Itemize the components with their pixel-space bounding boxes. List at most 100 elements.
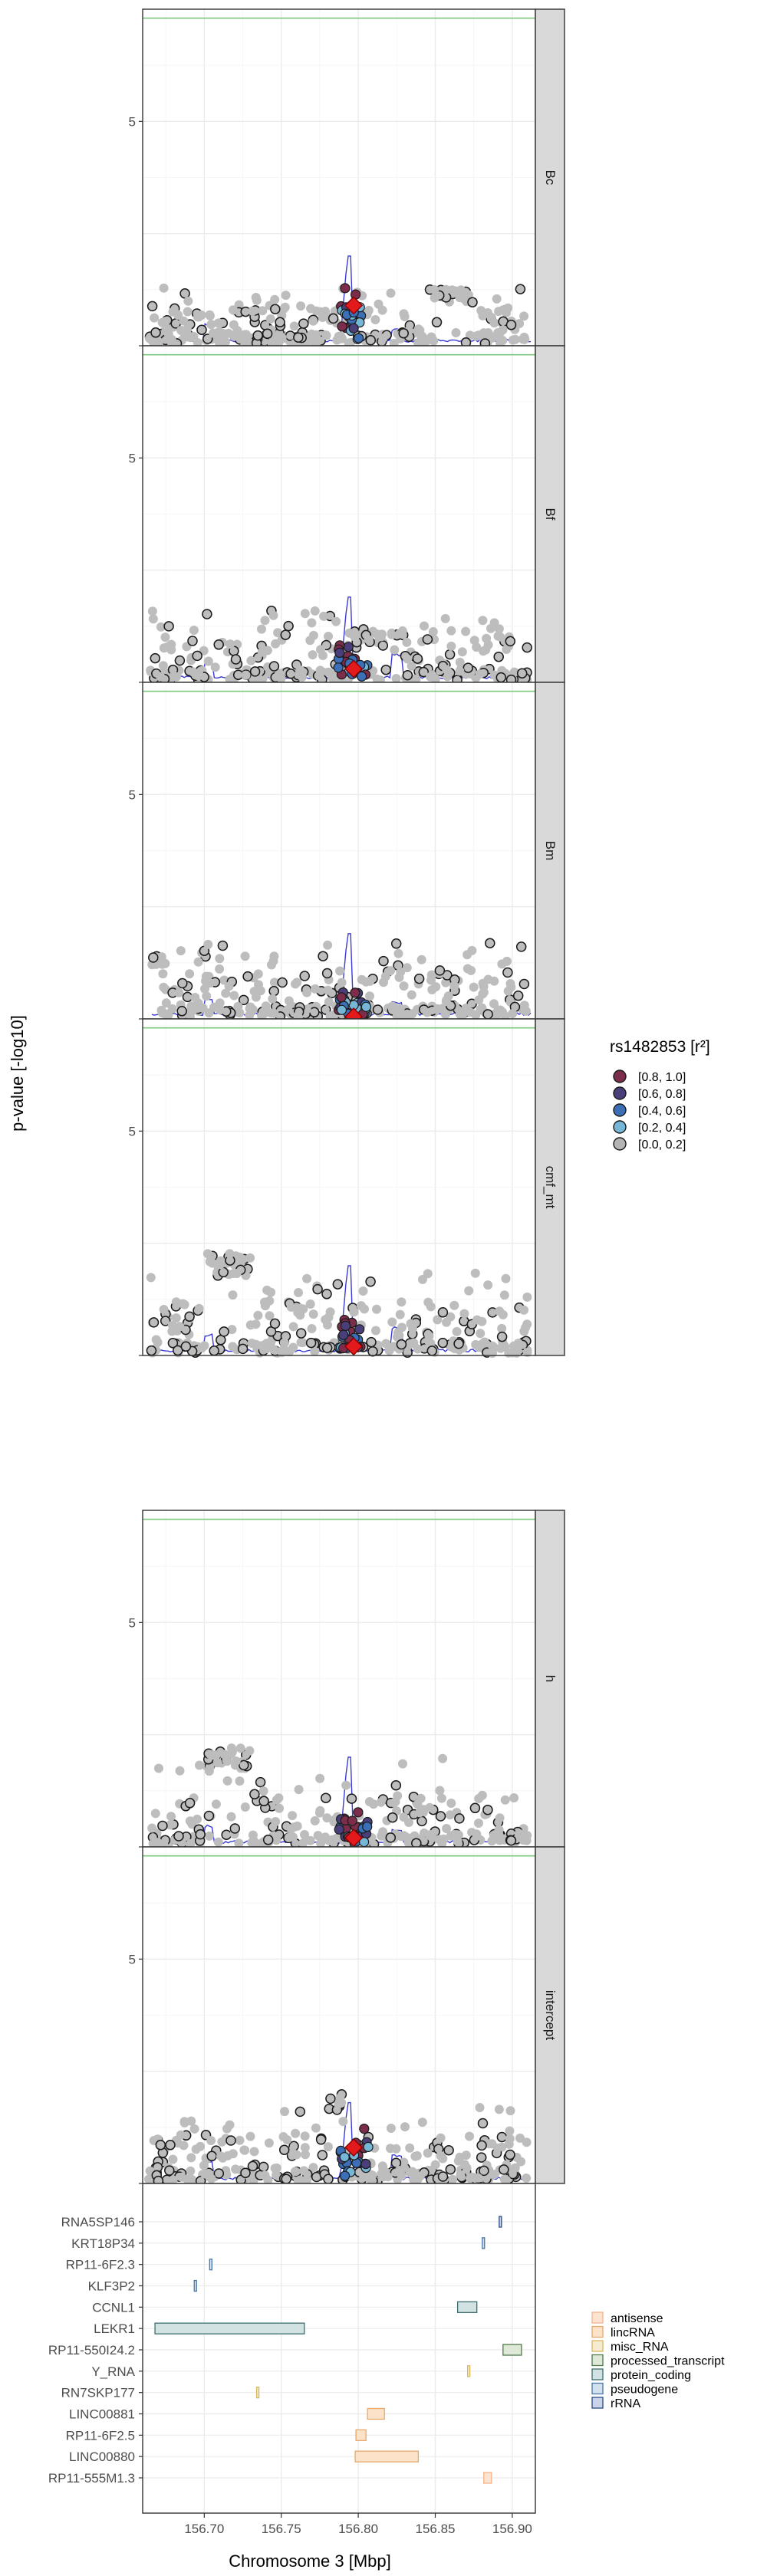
biotype-legend-label: lincRNA (611, 2327, 655, 2340)
snp-point (506, 982, 516, 992)
facet-strip-label: Bc (543, 170, 558, 186)
snp-point (302, 1273, 312, 1283)
snp-point (392, 1010, 402, 1020)
snp-point (396, 967, 406, 977)
snp-point (227, 1325, 237, 1335)
snp-point (437, 1337, 449, 1349)
ld-legend-title: rs1482853 [r²] (610, 1038, 710, 1056)
snp-point (466, 2174, 475, 2183)
snp-point (203, 939, 213, 949)
snp-point (356, 1301, 366, 1311)
snp-point (387, 629, 397, 639)
snp-points (147, 938, 531, 1027)
snp-point (184, 1798, 196, 1809)
snp-point (186, 1838, 196, 1848)
snp-point (471, 1010, 481, 1020)
snp-point (290, 2167, 300, 2177)
snp-point (242, 971, 253, 982)
snp-point (389, 1798, 399, 1808)
snp-point (516, 2157, 526, 2167)
snp-point (402, 637, 412, 647)
gene-bar-rn7skp177 (255, 2387, 260, 2399)
snp-point (194, 669, 203, 678)
snp-point (399, 981, 409, 991)
snp-point (203, 656, 213, 666)
snp-point (423, 1269, 433, 1279)
snp-point (495, 632, 505, 642)
snp-point (288, 1322, 298, 1332)
snp-point (478, 310, 488, 320)
snp-point (445, 2164, 456, 2175)
snp-point (305, 1337, 317, 1349)
snp-point (167, 1320, 177, 1330)
snp-point (376, 1797, 386, 1807)
snp-point (195, 1760, 204, 1770)
snp-point (160, 1316, 171, 1326)
snp-point (479, 2165, 489, 2177)
snp-point-ld (347, 1815, 357, 1826)
snp-point (229, 320, 239, 330)
snp-point (154, 1763, 163, 1773)
facet-Bc: 5 Bc (129, 8, 565, 349)
snp-point (268, 994, 278, 1004)
snp-point (286, 1302, 296, 1312)
snp-point (335, 2093, 345, 2103)
snp-point (150, 327, 161, 338)
snp-point (466, 965, 476, 975)
snp-point (407, 1009, 417, 1019)
snp-point (168, 2175, 178, 2185)
snp-point (258, 306, 268, 316)
facet-intercept: 5 intercept (129, 1846, 565, 2187)
snp-point (461, 1004, 471, 1013)
snp-point (202, 609, 212, 619)
snp-point (226, 1749, 236, 1759)
snp-point (413, 324, 423, 334)
snp-point (482, 633, 492, 643)
snp-point (208, 328, 218, 338)
snp-point (474, 995, 484, 1005)
snp-point (321, 1342, 333, 1353)
snp-point (483, 1280, 493, 1290)
snp-point (248, 1838, 258, 1848)
snp-point (275, 1803, 285, 1813)
snp-point (219, 1750, 229, 1760)
snp-point (307, 618, 317, 628)
snp-point (202, 334, 213, 344)
snp-point (277, 1346, 286, 1356)
snp-point (302, 2174, 312, 2184)
snp-point (224, 981, 234, 991)
snp-point (239, 1760, 249, 1771)
facet-strip (535, 1018, 565, 1356)
snp-point (209, 1346, 219, 1356)
snp-point (204, 1766, 214, 1776)
snp-point (505, 1835, 517, 1846)
snp-point (165, 1820, 175, 1830)
gene-bar-lekr1 (154, 2322, 305, 2334)
snp-point (255, 986, 265, 996)
snp-point (367, 1346, 378, 1357)
snp-point (265, 1296, 275, 1306)
snp-point (189, 1004, 199, 1014)
ld-legend-label: [0.6, 0.8] (638, 1088, 686, 1101)
snp-point (479, 987, 489, 997)
snp-point-ld (336, 1004, 347, 1015)
snp-point (146, 1345, 157, 1356)
snp-point (246, 656, 256, 665)
snp-point (166, 1812, 176, 1822)
snp-point (387, 1002, 397, 1012)
snp-point (492, 294, 502, 304)
snp-point (424, 1830, 434, 1840)
snp-point (299, 971, 310, 981)
snp-points (147, 1743, 532, 1850)
snp-point (418, 666, 430, 678)
snp-point (283, 1004, 293, 1014)
snp-point (430, 2160, 440, 2170)
snp-point (364, 635, 374, 645)
biotype-legend-swatch (591, 2382, 604, 2395)
snp-point (423, 1297, 433, 1307)
ld-legend: rs1482853 [r²] [0.8, 1.0] [0.6, 0.8] [0.4,… (610, 1038, 710, 1152)
snp-point (441, 997, 451, 1007)
snp-point (398, 327, 409, 339)
snp-point (310, 1816, 320, 1825)
snp-point (308, 316, 318, 326)
